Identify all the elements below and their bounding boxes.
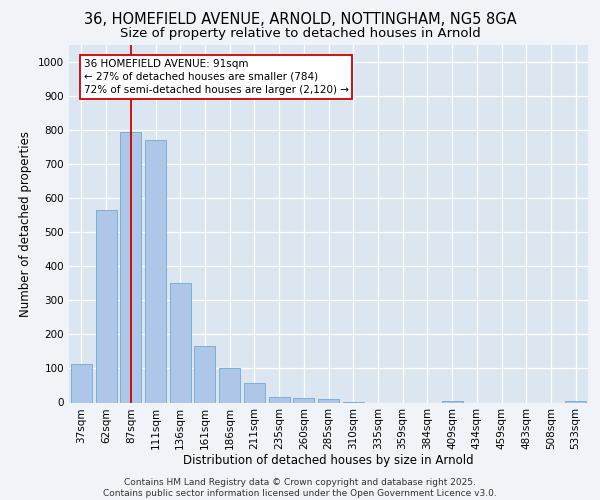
Text: Size of property relative to detached houses in Arnold: Size of property relative to detached ho… [119, 28, 481, 40]
Text: Contains HM Land Registry data © Crown copyright and database right 2025.
Contai: Contains HM Land Registry data © Crown c… [103, 478, 497, 498]
Bar [120, 132, 141, 402]
Bar [219, 368, 240, 402]
Text: 36, HOMEFIELD AVENUE, ARNOLD, NOTTINGHAM, NG5 8GA: 36, HOMEFIELD AVENUE, ARNOLD, NOTTINGHAM… [83, 12, 517, 28]
Bar [244, 383, 265, 402]
Bar [318, 399, 339, 402]
Bar [293, 398, 314, 402]
Bar [95, 210, 116, 402]
Bar [442, 401, 463, 402]
X-axis label: Distribution of detached houses by size in Arnold: Distribution of detached houses by size … [183, 454, 474, 466]
Bar [71, 364, 92, 403]
Bar [269, 396, 290, 402]
Bar [194, 346, 215, 403]
Bar [565, 401, 586, 402]
Bar [170, 284, 191, 403]
Y-axis label: Number of detached properties: Number of detached properties [19, 130, 32, 317]
Text: 36 HOMEFIELD AVENUE: 91sqm
← 27% of detached houses are smaller (784)
72% of sem: 36 HOMEFIELD AVENUE: 91sqm ← 27% of deta… [84, 58, 349, 95]
Bar [145, 140, 166, 402]
